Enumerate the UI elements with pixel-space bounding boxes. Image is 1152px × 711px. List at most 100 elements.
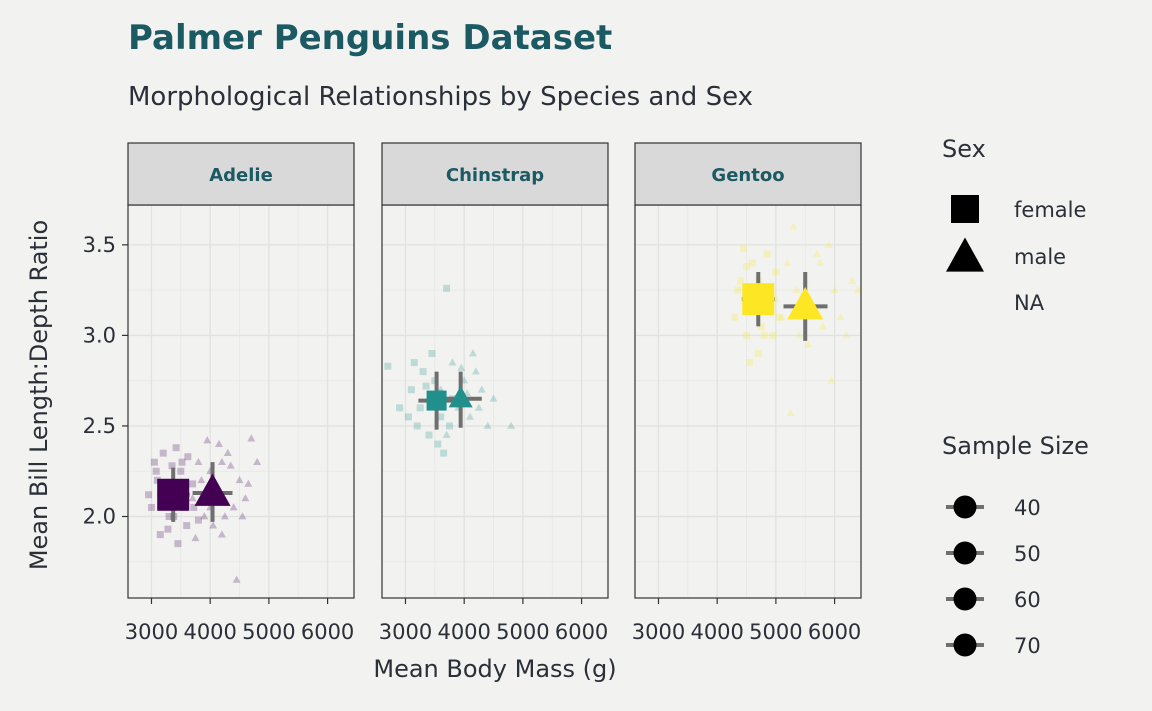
x-tick-label: 4000 bbox=[437, 620, 490, 644]
male-point bbox=[448, 358, 457, 366]
female-point bbox=[168, 462, 176, 470]
female-mean-marker bbox=[157, 478, 190, 511]
facet-strip bbox=[127, 142, 355, 206]
male-point bbox=[191, 533, 200, 542]
legend-sex-label: male bbox=[1014, 245, 1066, 269]
legend-sex-label: NA bbox=[1014, 291, 1045, 315]
male-mean-marker bbox=[787, 286, 824, 320]
male-point bbox=[241, 494, 250, 502]
female-point bbox=[396, 404, 404, 412]
male-point bbox=[792, 285, 801, 293]
male-point bbox=[812, 249, 821, 257]
x-tick-label: 4000 bbox=[690, 620, 743, 644]
x-tick-label: 6000 bbox=[555, 620, 608, 644]
facet-strip-label: Adelie bbox=[209, 165, 273, 186]
facet-chinstrap: Chinstrap 3000 4000 5000 6000 bbox=[379, 142, 609, 644]
legend: Sex female male NA Sample Size 40 50 60 70 bbox=[942, 135, 1089, 658]
female-point bbox=[164, 525, 172, 533]
male-point bbox=[842, 331, 851, 339]
female-point bbox=[145, 491, 153, 499]
legend-size-key-dot bbox=[953, 587, 977, 611]
male-point bbox=[786, 408, 795, 417]
male-point bbox=[442, 430, 451, 438]
male-point bbox=[197, 475, 206, 484]
male-point bbox=[235, 475, 244, 484]
x-tick-label: 6000 bbox=[301, 620, 354, 644]
legend-size-label: 50 bbox=[1014, 542, 1041, 566]
female-mean-marker bbox=[426, 390, 447, 411]
female-point bbox=[152, 467, 160, 475]
male-point bbox=[226, 461, 235, 469]
female-point bbox=[737, 277, 745, 285]
panel-background bbox=[635, 205, 861, 598]
female-point bbox=[172, 444, 180, 452]
female-point bbox=[734, 286, 742, 294]
female-point bbox=[760, 331, 768, 339]
male-point bbox=[489, 394, 498, 402]
male-point bbox=[244, 479, 253, 487]
legend-size-title: Sample Size bbox=[942, 432, 1089, 460]
male-point bbox=[848, 276, 857, 284]
x-tick-label: 3000 bbox=[379, 620, 432, 644]
female-point bbox=[440, 449, 448, 457]
legend-male-key bbox=[946, 237, 984, 272]
female-point bbox=[177, 467, 185, 475]
female-point bbox=[410, 359, 418, 367]
female-point bbox=[748, 259, 756, 267]
female-point bbox=[745, 359, 753, 367]
male-point bbox=[466, 412, 475, 420]
male-point bbox=[238, 512, 247, 520]
male-point bbox=[203, 436, 212, 444]
female-point bbox=[183, 522, 191, 530]
male-point bbox=[827, 376, 836, 384]
male-point bbox=[247, 434, 256, 442]
male-point bbox=[253, 457, 262, 466]
male-point bbox=[824, 240, 833, 248]
female-point bbox=[413, 422, 421, 430]
female-point bbox=[190, 503, 198, 511]
legend-sex-title: Sex bbox=[942, 135, 986, 163]
female-point bbox=[425, 431, 433, 439]
male-point bbox=[223, 448, 232, 456]
female-point bbox=[407, 386, 415, 394]
legend-size-label: 70 bbox=[1014, 634, 1041, 658]
y-tick-label: 3.5 bbox=[83, 233, 116, 257]
x-tick-label: 6000 bbox=[808, 620, 861, 644]
legend-size-key-dot bbox=[953, 495, 977, 519]
female-point bbox=[156, 531, 164, 539]
female-point bbox=[178, 458, 186, 466]
male-mean-marker bbox=[194, 473, 231, 506]
legend-female-key bbox=[951, 195, 979, 223]
male-point bbox=[795, 331, 804, 339]
female-point bbox=[754, 350, 762, 358]
facet-strip-label: Gentoo bbox=[711, 165, 784, 186]
male-point bbox=[232, 575, 241, 583]
male-point bbox=[777, 312, 786, 321]
female-point bbox=[743, 331, 751, 339]
female-point bbox=[437, 413, 445, 421]
x-tick-label: 5000 bbox=[749, 620, 802, 644]
x-tick-label: 5000 bbox=[242, 620, 295, 644]
male-point bbox=[217, 530, 226, 538]
y-tick-label: 2.5 bbox=[83, 414, 116, 438]
y-axis-title: Mean Bill Length:Depth Ratio bbox=[25, 220, 53, 570]
panel-background bbox=[128, 205, 354, 598]
legend-size-key-dot bbox=[953, 541, 977, 565]
male-point bbox=[471, 367, 480, 375]
female-point bbox=[740, 244, 748, 252]
legend-sex-label: female bbox=[1014, 198, 1086, 222]
female-point bbox=[757, 322, 765, 330]
female-point bbox=[184, 453, 192, 461]
female-point bbox=[763, 250, 771, 258]
legend-size-label: 40 bbox=[1014, 496, 1041, 520]
chart-title: Palmer Penguins Dataset bbox=[128, 18, 613, 58]
female-point bbox=[159, 449, 167, 457]
female-point bbox=[422, 382, 430, 390]
female-point bbox=[416, 404, 424, 412]
male-point bbox=[836, 312, 845, 321]
male-point bbox=[818, 322, 827, 330]
female-point bbox=[384, 362, 392, 370]
male-point bbox=[474, 403, 483, 411]
male-point bbox=[789, 222, 798, 230]
